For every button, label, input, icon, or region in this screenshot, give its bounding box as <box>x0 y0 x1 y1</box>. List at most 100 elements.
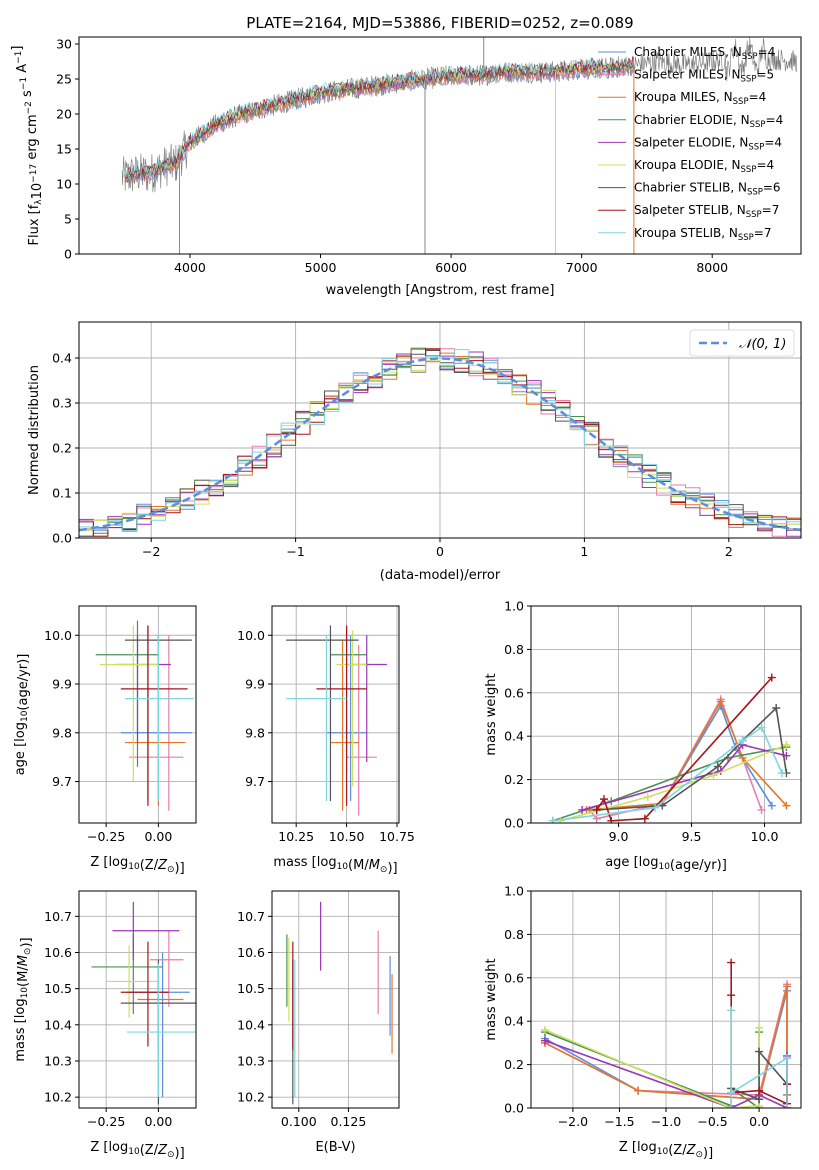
x-tick-label: 7000 <box>566 260 598 275</box>
age-vs-mass-panel: 10.25 10.50 10.75 9.7 9.8 9.9 10.0 mass [log10(… <box>237 605 415 876</box>
legend-label: Chabrier ELODIE, NSSP=4 <box>634 113 783 130</box>
legend-label-suffix: =7 <box>754 226 772 240</box>
label-part: mass weight <box>484 958 499 1040</box>
y-tick-label: 25 <box>56 72 72 87</box>
age-vs-mass-plot-area <box>286 625 387 816</box>
weight-line-5 <box>544 1027 760 1108</box>
x-tick-label: 10.75 <box>379 829 415 844</box>
label-part: (age/yr)] <box>670 858 727 873</box>
x-tick-label: 6000 <box>435 260 467 275</box>
y-tick-label: 10.2 <box>44 1090 72 1105</box>
legend-label: Kroupa STELIB, NSSP=7 <box>634 226 772 243</box>
x-tick-label: 5000 <box>305 260 337 275</box>
legend-label-main: Kroupa ELODIE, N <box>634 158 741 172</box>
weight-marker <box>599 795 608 804</box>
y-tick-label: 9.7 <box>52 774 72 789</box>
x-tick-label: −0.25 <box>87 1114 125 1129</box>
label-part: age [ <box>13 742 28 775</box>
label-part: −1 <box>19 77 29 90</box>
age-vs-mass-xlabel: mass [log10(M/M⊙)] <box>273 855 397 876</box>
x-tick-label: 9.5 <box>682 829 702 844</box>
weight-marker <box>540 1025 549 1034</box>
legend-label-suffix: =5 <box>756 68 774 82</box>
label-part: )] <box>19 937 34 947</box>
weight-vs-Z-xlabel: Z [log10(Z/Z⊙)] <box>619 1140 713 1161</box>
legend-label-sub: SSP <box>733 97 749 107</box>
label-part: (Z/ <box>140 858 159 873</box>
legend-label-main: Kroupa MILES, N <box>634 90 733 104</box>
x-tick-label: 8000 <box>696 260 728 275</box>
y-tick-label: 10.0 <box>44 628 72 643</box>
weight-vs-Z-panel: −2.0 −1.5 −1.0 −0.5 0.0 0.0 0.2 0.4 0.6 0.8 1.0 Z [… <box>484 884 802 1161</box>
legend-label-sub: SSP <box>750 120 766 130</box>
age-vs-Z-panel: −0.25 0.009.79.89.910.0Z [log10(Z/Z⊙)]age… <box>13 605 197 876</box>
model-spectrum-line-0 <box>124 63 635 184</box>
mass-vs-ebv-frame <box>271 890 400 1109</box>
weight-vs-Z-plot-area <box>540 958 792 1108</box>
residual-histogram-ylabel: Normed distribution <box>27 365 42 495</box>
y-tick-label: 10 <box>56 177 72 192</box>
weight-marker <box>713 762 722 771</box>
x-tick-label: 1 <box>580 544 588 559</box>
y-tick-label: 9.9 <box>52 677 72 692</box>
label-part: Z [ <box>90 1140 108 1155</box>
legend-label: Kroupa ELODIE, NSSP=4 <box>634 158 774 175</box>
label-sub: 10 <box>20 710 30 722</box>
x-tick-label: 10.50 <box>329 829 365 844</box>
y-tick-label: 1.0 <box>504 884 524 899</box>
weight-marker <box>778 769 787 778</box>
y-tick-label: 10.5 <box>44 981 72 996</box>
weight-line-4 <box>581 744 787 811</box>
legend-label-suffix: =4 <box>758 45 776 59</box>
label-part: (M/ <box>16 966 31 987</box>
label-part: Z <box>686 1143 697 1158</box>
label-sub: 10 <box>658 862 670 872</box>
label-part: λ <box>34 199 44 205</box>
label-part: wavelength [Angstrom, rest frame] <box>326 283 555 298</box>
gaussian-curve <box>79 357 801 532</box>
mass-vs-ebv-xlabel: E(B-V) <box>315 1140 355 1155</box>
label-part: s <box>20 90 35 101</box>
residual-histogram-xlabel: (data-model)/error <box>380 568 501 583</box>
weight-marker <box>727 991 736 1000</box>
label-part: log <box>639 855 659 870</box>
x-tick-label: −1.0 <box>651 1114 681 1129</box>
label-part: erg cm <box>25 114 40 163</box>
x-tick-label: −0.5 <box>697 1114 727 1129</box>
weight-vs-age-panel: 9.0 9.5 10.0 0.0 0.2 0.4 0.6 0.8 1.0 age [log10(a… <box>484 599 802 873</box>
y-tick-label: 30 <box>56 37 72 52</box>
weight-vs-age-xlabel: age [log10(age/yr)] <box>605 855 727 873</box>
weight-marker <box>782 740 791 749</box>
age-vs-Z-frame <box>78 605 197 824</box>
y-tick-label: 0.2 <box>52 441 72 456</box>
y-tick-label: 0.6 <box>504 970 524 985</box>
label-part: log <box>108 855 128 870</box>
y-tick-label: 10.3 <box>237 1053 265 1068</box>
age-vs-mass-frame <box>271 605 400 824</box>
y-tick-label: 0 <box>64 247 72 262</box>
label-part: Z [ <box>90 855 108 870</box>
y-tick-label: 15 <box>56 142 72 157</box>
label-part: M <box>16 955 31 966</box>
weight-marker <box>782 801 791 810</box>
panels: 4000 5000 6000 7000 8000051015202530waveleng… <box>10 36 802 1161</box>
label-part: mass [ <box>13 1018 28 1061</box>
weight-vs-age-frame <box>530 605 802 824</box>
spectrum-frame <box>78 36 802 255</box>
legend-label-main: Salpeter ELODIE, N <box>634 135 748 149</box>
weight-marker <box>578 805 587 814</box>
x-tick-label: 0.125 <box>331 1114 367 1129</box>
legend-label-main: Chabrier STELIB, N <box>634 181 747 195</box>
legend-label-sub: SSP <box>741 75 757 85</box>
y-tick-label: 0.8 <box>504 642 524 657</box>
legend-label: Kroupa MILES, NSSP=4 <box>634 90 766 107</box>
y-tick-label: 10.2 <box>237 1090 265 1105</box>
legend-label-suffix: =7 <box>762 203 780 217</box>
x-tick-label: 4000 <box>174 260 206 275</box>
label-sub: ⊙ <box>380 865 388 875</box>
residual-histogram-panel: −2 −1 0 1 2 0.0 0.1 0.2 0.3 0.4 (data-model)/error… <box>27 321 802 583</box>
mass-vs-Z-frame <box>78 890 197 1109</box>
label-part: log <box>317 855 337 870</box>
y-tick-label: 0.4 <box>504 729 524 744</box>
weight-marker <box>540 1036 549 1045</box>
